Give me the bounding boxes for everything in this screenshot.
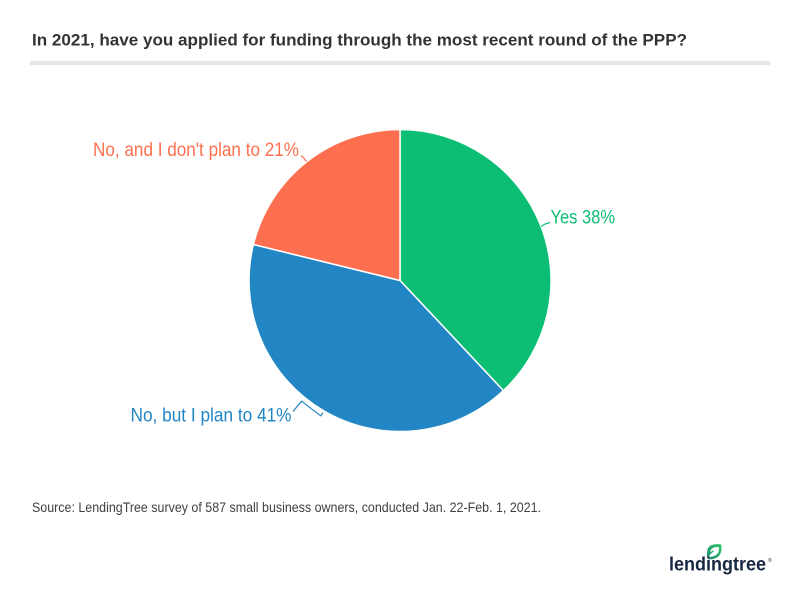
svg-text:No, and I don't plan to 21%: No, and I don't plan to 21% <box>93 139 299 161</box>
svg-text:®: ® <box>768 557 772 564</box>
svg-text:No, but I plan to 41%: No, but I plan to 41% <box>131 404 292 426</box>
svg-text:Source: LendingTree survey of: Source: LendingTree survey of 587 small … <box>32 500 541 515</box>
svg-text:Yes 38%: Yes 38% <box>551 207 616 229</box>
svg-text:In 2021, have you applied for: In 2021, have you applied for funding th… <box>32 32 687 50</box>
svg-text:lendingtree: lendingtree <box>669 555 766 576</box>
